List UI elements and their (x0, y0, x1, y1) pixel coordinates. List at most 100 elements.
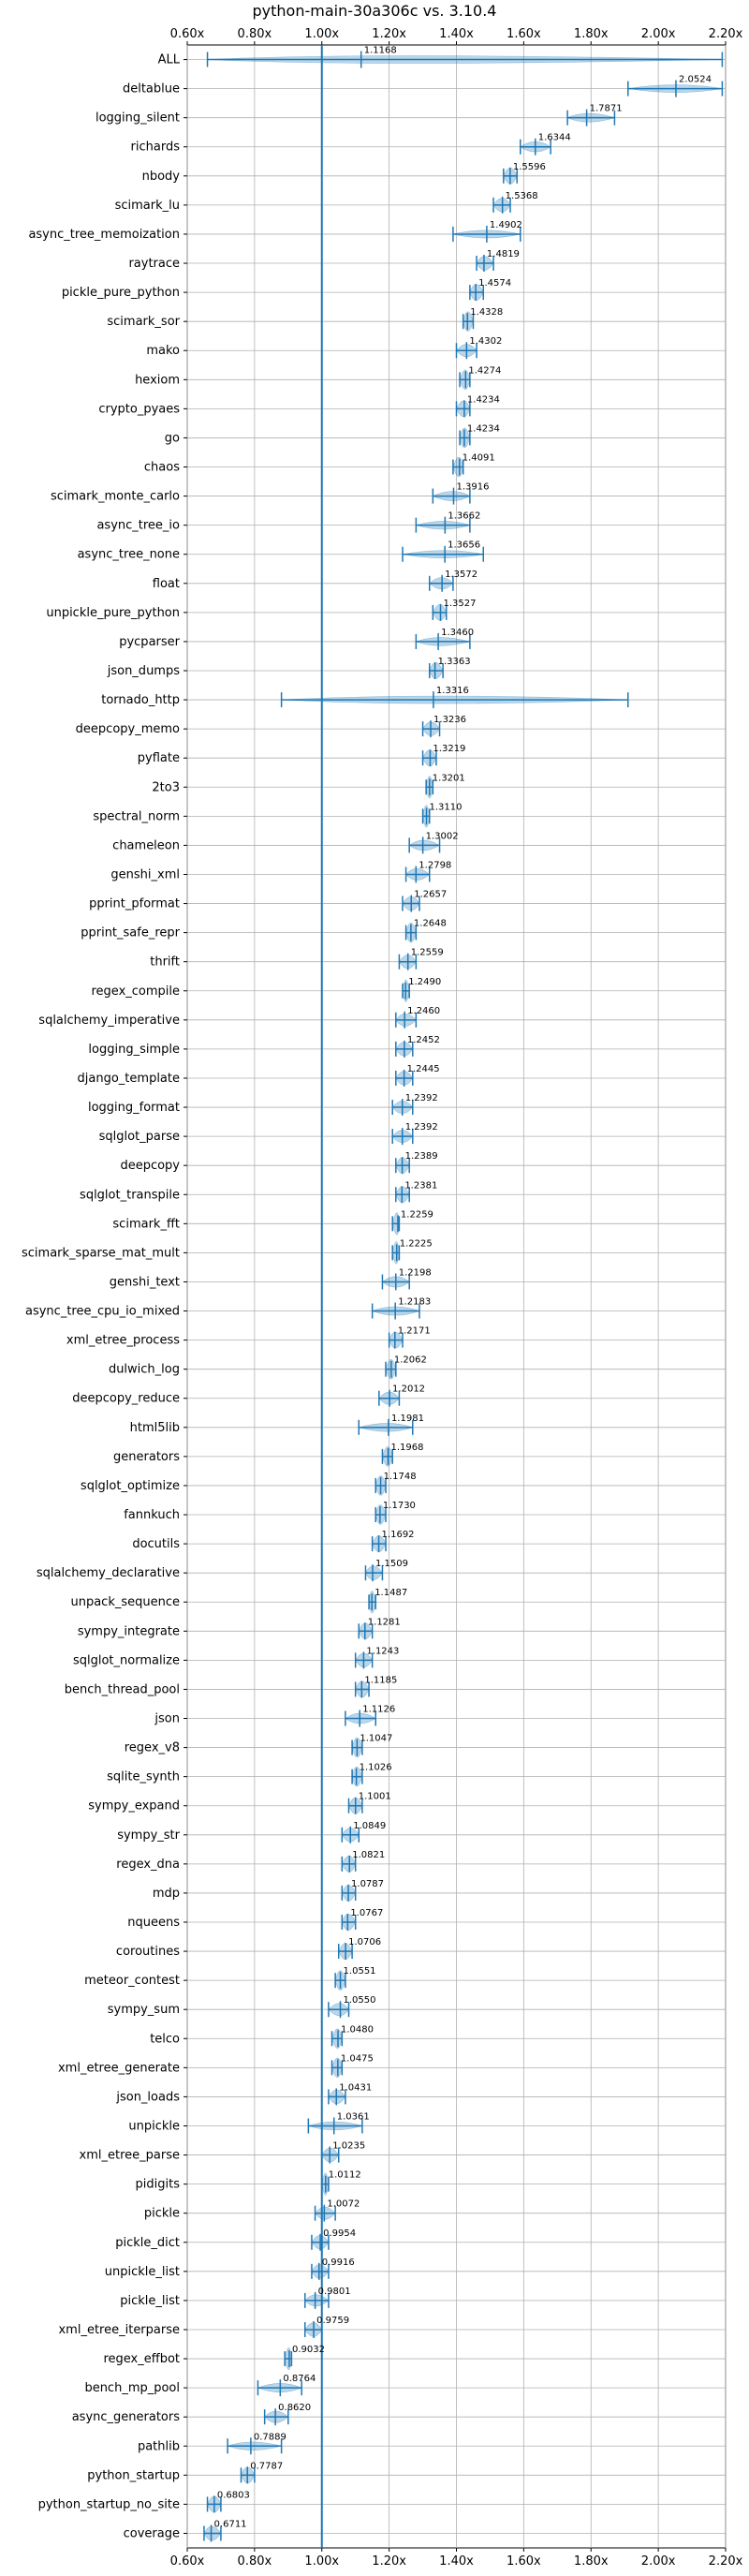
value-label: 1.6344 (538, 133, 571, 143)
category-label: mako (146, 344, 180, 358)
value-label: 1.3110 (430, 802, 463, 812)
value-label: 2.0524 (679, 75, 712, 85)
value-label: 1.0235 (332, 2141, 365, 2152)
category-label: deepcopy (120, 1159, 180, 1173)
category-label: unpickle (128, 2119, 180, 2133)
category-label: xml_etree_iterparse (58, 2323, 180, 2337)
value-label: 1.2392 (405, 1122, 438, 1133)
value-label: 1.4234 (467, 423, 500, 434)
category-label: nbody (142, 170, 181, 184)
category-label: ALL (158, 53, 181, 67)
value-label: 1.4328 (470, 307, 503, 318)
value-label: 1.1730 (383, 1501, 416, 1511)
x-tick-label-top: 1.40x (439, 27, 474, 41)
x-tick-label-top: 1.20x (372, 27, 406, 41)
x-tick-label-bottom: 1.80x (574, 2554, 609, 2569)
value-label: 1.1001 (359, 1792, 391, 1802)
value-label: 0.9801 (318, 2287, 351, 2297)
category-label: float (153, 577, 180, 591)
category-label: thrift (150, 955, 180, 970)
value-label: 1.1981 (391, 1414, 424, 1424)
value-label: 1.4091 (463, 453, 495, 464)
value-label: 1.1026 (360, 1763, 392, 1773)
category-label: sqlalchemy_imperative (38, 1014, 180, 1028)
value-label: 1.1968 (390, 1443, 423, 1453)
value-label: 1.2657 (414, 890, 447, 900)
x-tick-label-top: 2.00x (641, 27, 676, 41)
x-tick-label-bottom: 0.60x (170, 2554, 205, 2569)
category-label: html5lib (130, 1421, 180, 1435)
category-label: hexiom (135, 373, 180, 387)
category-label: meteor_contest (84, 1974, 180, 1988)
chart-title: python-main-30a306c vs. 3.10.4 (252, 2, 497, 20)
category-label: coroutines (116, 1945, 180, 1959)
x-tick-label-bottom: 1.60x (507, 2554, 541, 2569)
category-label: tornado_http (101, 693, 180, 707)
value-label: 0.7787 (250, 2461, 283, 2471)
category-label: scimark_fft (112, 1217, 180, 1231)
value-label: 1.2452 (407, 1035, 440, 1045)
value-label: 1.1509 (375, 1559, 408, 1569)
category-label: bench_thread_pool (65, 1682, 180, 1696)
x-tick-label-bottom: 2.00x (641, 2554, 676, 2569)
x-tick-label-bottom: 0.80x (238, 2554, 272, 2569)
category-label: unpack_sequence (70, 1595, 180, 1609)
value-label: 1.2389 (405, 1151, 438, 1162)
value-label: 1.0849 (353, 1821, 386, 1831)
category-label: async_generators (72, 2410, 181, 2424)
value-label: 1.2171 (398, 1326, 431, 1337)
x-tick-label-bottom: 2.20x (709, 2554, 743, 2569)
value-label: 0.8620 (278, 2403, 311, 2413)
value-label: 1.2183 (398, 1297, 431, 1308)
value-label: 1.3316 (436, 686, 469, 696)
category-label: pidigits (136, 2178, 181, 2192)
value-label: 1.1126 (362, 1705, 395, 1715)
value-label: 1.2381 (404, 1180, 437, 1191)
category-label: chaos (144, 461, 180, 475)
value-label: 0.6803 (217, 2490, 250, 2500)
category-label: pprint_pformat (89, 897, 180, 911)
value-label: 1.1047 (360, 1734, 392, 1744)
category-label: logging_format (88, 1101, 180, 1115)
category-label: async_tree_none (78, 548, 180, 562)
category-label: json_loads (115, 2090, 180, 2104)
value-label: 1.2259 (401, 1209, 433, 1220)
category-label: sympy_integrate (78, 1624, 180, 1638)
category-label: async_tree_io (96, 519, 180, 533)
category-label: richards (131, 141, 181, 155)
category-label: pycparser (119, 635, 180, 649)
value-label: 1.3002 (426, 831, 459, 841)
category-label: python_startup (87, 2468, 180, 2482)
category-label: raytrace (128, 257, 180, 271)
value-label: 1.0821 (352, 1850, 385, 1860)
value-label: 1.3460 (441, 628, 474, 638)
x-tick-label-bottom: 1.20x (372, 2554, 406, 2569)
category-label: coverage (124, 2526, 180, 2540)
category-label: regex_v8 (125, 1741, 180, 1755)
value-label: 1.3236 (433, 715, 466, 725)
value-label: 1.0551 (344, 1966, 376, 1976)
value-label: 1.0767 (350, 1908, 383, 1918)
category-label: sqlglot_optimize (81, 1479, 180, 1493)
x-tick-label-top: 0.80x (238, 27, 272, 41)
category-label: async_tree_cpu_io_mixed (25, 1305, 180, 1319)
value-label: 1.2198 (399, 1267, 432, 1278)
category-label: go (165, 431, 180, 445)
value-label: 0.9954 (323, 2228, 356, 2239)
category-label: genshi_text (110, 1275, 180, 1289)
category-label: chameleon (112, 838, 180, 852)
category-label: generators (113, 1450, 180, 1464)
category-label: sqlite_synth (107, 1770, 180, 1784)
value-label: 1.1185 (364, 1675, 397, 1685)
value-label: 1.0706 (348, 1937, 381, 1947)
category-label: sqlalchemy_declarative (37, 1566, 180, 1580)
category-label: pickle_list (120, 2294, 180, 2308)
category-label: regex_effbot (103, 2352, 180, 2366)
category-label: regex_compile (91, 985, 180, 999)
category-label: dulwich_log (109, 1363, 180, 1377)
value-label: 0.6711 (214, 2519, 247, 2529)
value-label: 1.3662 (448, 511, 480, 522)
x-tick-label-bottom: 1.00x (304, 2554, 339, 2569)
category-label: 2to3 (152, 780, 180, 794)
